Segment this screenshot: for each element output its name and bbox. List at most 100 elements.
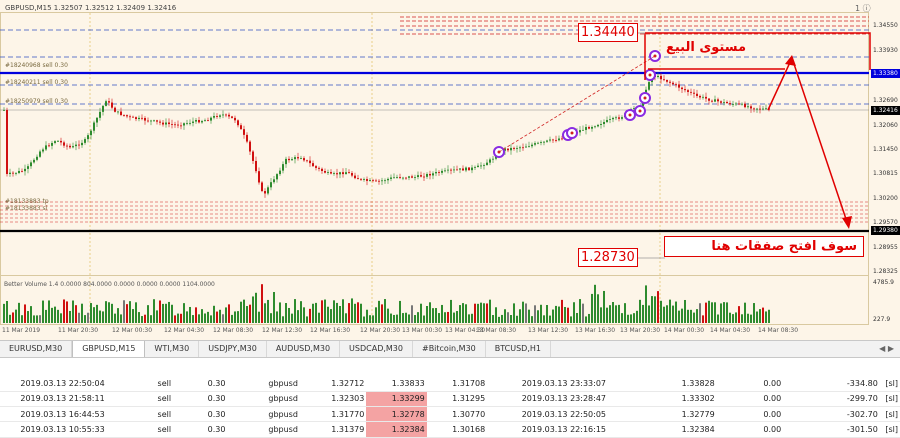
- volume-bar: [33, 315, 35, 323]
- volume-bar: [669, 299, 671, 323]
- volume-bar: [297, 310, 299, 323]
- volume-bar: [147, 305, 149, 323]
- order-profit: -302.70: [783, 406, 880, 423]
- candle-body: [438, 172, 440, 173]
- trade-marker-dot: [643, 96, 647, 100]
- price-tick: 1.33930: [873, 47, 898, 54]
- chart-info-icon[interactable]: 1 ⓘ: [855, 4, 871, 13]
- volume-bar: [291, 313, 293, 323]
- candle-body: [33, 159, 35, 163]
- tab-usdcad[interactable]: USDCAD,M30: [340, 341, 413, 357]
- order-row[interactable]: 2019.03.13 10:55:33 sell 0.30 gbpusd 1.31379…: [0, 421, 900, 438]
- price-chart[interactable]: GBPUSD,M15 1.32507 1.32512 1.32409 1.324…: [0, 0, 900, 340]
- order-close-price: 1.32779: [608, 406, 717, 423]
- candle-body: [423, 176, 425, 178]
- candle-body: [363, 179, 365, 180]
- candle-body: [378, 180, 380, 182]
- candle-body: [582, 129, 584, 131]
- price-tag-current: 1.32416: [871, 106, 900, 115]
- volume-bar: [354, 303, 356, 323]
- candle-body: [108, 101, 110, 103]
- candle-body: [249, 141, 251, 152]
- volume-bar: [714, 302, 716, 323]
- order-tp: 1.30770: [426, 406, 488, 423]
- candle-body: [117, 111, 119, 113]
- candle-body: [372, 179, 374, 181]
- candle-body: [162, 122, 164, 125]
- volume-bar: [321, 300, 323, 323]
- candle-body: [672, 82, 674, 85]
- candle-body: [186, 122, 188, 124]
- order-row[interactable]: 2019.03.13 16:44:53 sell 0.30 gbpusd 1.31770…: [0, 406, 900, 423]
- order-open-time: 2019.03.13 10:55:33: [0, 421, 107, 438]
- tab-wti[interactable]: WTI,M30: [145, 341, 200, 357]
- candle-body: [39, 151, 41, 157]
- volume-bar: [180, 313, 182, 323]
- volume-bar: [666, 305, 668, 323]
- volume-bar: [300, 301, 302, 323]
- tab-usdjpy[interactable]: USDJPY,M30: [199, 341, 267, 357]
- tab-audusd[interactable]: AUDUSD,M30: [267, 341, 341, 357]
- volume-bar: [444, 312, 446, 323]
- candle-body: [759, 108, 761, 110]
- candle-body: [81, 142, 83, 146]
- candle-body: [270, 182, 272, 188]
- candle-body: [594, 126, 596, 128]
- candle-body: [309, 160, 311, 164]
- candle-body: [702, 96, 704, 98]
- candle-body: [18, 170, 20, 173]
- volume-bar: [414, 315, 416, 323]
- volume-tick: 4785.9: [873, 279, 894, 286]
- volume-bar: [768, 309, 770, 323]
- volume-bar: [216, 311, 218, 323]
- volume-bar: [510, 315, 512, 323]
- candle-body: [63, 142, 65, 146]
- tab-btcusd[interactable]: BTCUSD,H1: [486, 341, 551, 357]
- volume-bar: [366, 309, 368, 323]
- volume-bar: [621, 313, 623, 323]
- candle-body: [492, 158, 494, 160]
- candle-body: [9, 172, 11, 174]
- volume-bar: [93, 307, 95, 323]
- candle-body: [441, 170, 443, 173]
- chart-canvas[interactable]: [0, 0, 900, 340]
- volume-bar: [495, 307, 497, 323]
- candle-body: [66, 145, 68, 147]
- volume-bar: [294, 299, 296, 323]
- candle-body: [375, 180, 377, 182]
- tab-bitcoin[interactable]: #Bitcoin,M30: [413, 341, 486, 357]
- tab-eurusd[interactable]: EURUSD,M30: [0, 341, 73, 357]
- volume-bar: [210, 315, 212, 323]
- candle-body: [339, 172, 341, 175]
- volume-bar: [750, 314, 752, 323]
- volume-bar: [201, 309, 203, 323]
- volume-bar: [405, 312, 407, 323]
- volume-bar: [615, 305, 617, 323]
- order-row[interactable]: 2019.03.13 22:50:04 sell 0.30 gbpusd 1.32712…: [0, 376, 900, 392]
- candle-body: [219, 115, 221, 117]
- order-symbol: gbpusd: [227, 376, 300, 392]
- candle-body: [690, 91, 692, 93]
- volume-bar: [459, 305, 461, 323]
- volume-bar: [507, 312, 509, 323]
- volume-bar: [417, 312, 419, 323]
- volume-bar: [174, 315, 176, 323]
- order-row[interactable]: 2019.03.13 21:58:11 sell 0.30 gbpusd 1.32303…: [0, 391, 900, 408]
- volume-bar: [357, 302, 359, 323]
- candle-body: [453, 169, 455, 171]
- tab-scroll-arrows-icon[interactable]: ◀ ▶: [879, 344, 894, 353]
- candle-body: [513, 147, 515, 149]
- order-profit: -301.50: [783, 421, 880, 438]
- candle-body: [666, 80, 668, 82]
- candle-body: [738, 103, 740, 105]
- candle-body: [450, 169, 452, 171]
- candle-body: [459, 168, 461, 170]
- candle-body: [234, 117, 236, 121]
- volume-bar: [471, 313, 473, 323]
- candle-body: [744, 103, 746, 108]
- order-price: 1.32303: [299, 391, 367, 408]
- candle-body: [207, 120, 209, 122]
- volume-bar: [306, 316, 308, 323]
- volume-bar: [303, 307, 305, 323]
- tab-gbpusd[interactable]: GBPUSD,M15: [72, 341, 146, 357]
